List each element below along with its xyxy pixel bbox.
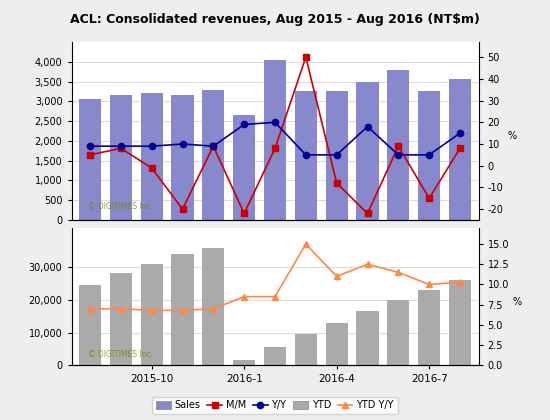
Bar xyxy=(110,95,132,220)
Bar xyxy=(141,264,163,365)
Bar xyxy=(233,360,255,365)
Bar xyxy=(264,60,286,220)
Bar xyxy=(326,323,348,365)
Bar xyxy=(233,115,255,220)
Bar xyxy=(202,247,224,365)
Bar xyxy=(295,333,317,365)
Bar xyxy=(264,347,286,365)
Bar xyxy=(356,81,378,220)
Bar xyxy=(172,254,194,365)
Bar xyxy=(141,93,163,220)
Bar xyxy=(295,91,317,220)
Y-axis label: %: % xyxy=(513,297,522,307)
Bar xyxy=(172,95,194,220)
Y-axis label: %: % xyxy=(507,131,516,141)
Bar xyxy=(356,311,378,365)
Bar xyxy=(79,100,101,220)
Bar xyxy=(418,92,440,220)
Bar xyxy=(202,90,224,220)
Text: © DIGITIMES Inc.: © DIGITIMES Inc. xyxy=(88,202,153,211)
Text: © DIGITIMES Inc.: © DIGITIMES Inc. xyxy=(88,350,153,359)
Bar xyxy=(449,79,471,220)
Bar xyxy=(79,285,101,365)
Bar xyxy=(387,300,409,365)
Legend: Sales, M/M, Y/Y, YTD, YTD Y/Y: Sales, M/M, Y/Y, YTD, YTD Y/Y xyxy=(152,396,398,414)
Text: ACL: Consolidated revenues, Aug 2015 - Aug 2016 (NT$m): ACL: Consolidated revenues, Aug 2015 - A… xyxy=(70,13,480,26)
Bar xyxy=(449,280,471,365)
Bar xyxy=(326,92,348,220)
Bar xyxy=(418,290,440,365)
Bar xyxy=(387,70,409,220)
Bar xyxy=(110,273,132,365)
